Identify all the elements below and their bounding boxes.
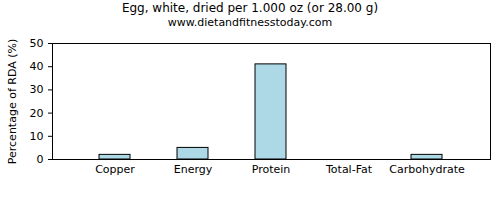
svg-text:20: 20 <box>30 107 44 120</box>
svg-text:Percentage of RDA (%): Percentage of RDA (%) <box>6 39 19 164</box>
html-text:Egg, white, dried per 1.000 oz: Egg, white, dried per 1.000 oz (or 28.00… <box>121 1 379 15</box>
svg-text:Carbohydrate: Carbohydrate <box>389 163 465 176</box>
svg-text:30: 30 <box>30 83 44 96</box>
svg-text:10: 10 <box>30 130 44 143</box>
svg-text:Protein: Protein <box>252 163 291 176</box>
svg-text:50: 50 <box>30 37 44 50</box>
svg-text:40: 40 <box>30 60 44 73</box>
svg-text:Copper: Copper <box>95 163 135 176</box>
html-text:www.dietandfitnesstoday.com: www.dietandfitnesstoday.com <box>167 16 333 29</box>
svg-text:0: 0 <box>37 153 44 166</box>
svg-text:Total-Fat: Total-Fat <box>325 163 373 176</box>
svg-text:Energy: Energy <box>174 163 213 176</box>
